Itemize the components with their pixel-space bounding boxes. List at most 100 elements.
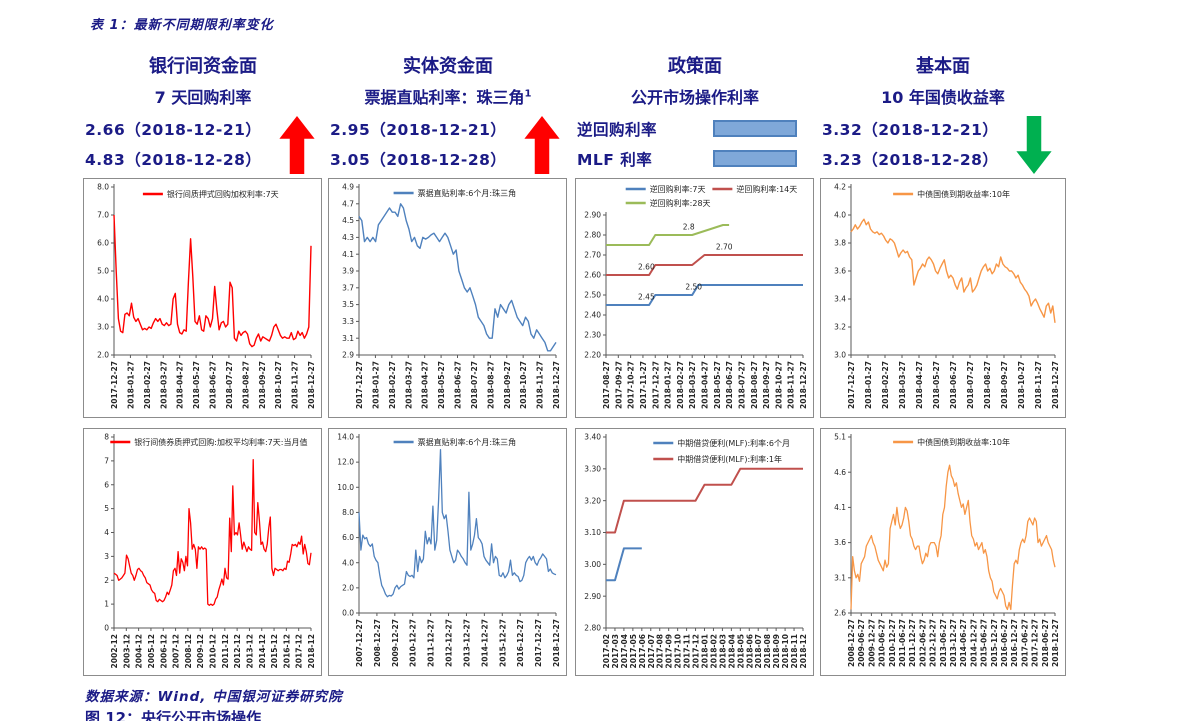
svg-text:2017-07: 2017-07 [647, 634, 656, 668]
svg-text:2017-11-27: 2017-11-27 [639, 361, 648, 409]
svg-text:12.0: 12.0 [337, 458, 354, 467]
svg-text:2005-12: 2005-12 [147, 634, 156, 668]
svg-text:5: 5 [104, 504, 109, 513]
svg-text:2018-04-27: 2018-04-27 [176, 361, 185, 409]
svg-text:4.5: 4.5 [342, 216, 354, 225]
svg-text:2018-09-27: 2018-09-27 [1000, 361, 1009, 409]
svg-text:2018-10-27: 2018-10-27 [774, 361, 783, 409]
svg-text:2.9: 2.9 [342, 351, 354, 360]
svg-text:4.7: 4.7 [342, 199, 354, 208]
category-label: 基本面 [916, 56, 970, 77]
svg-text:2009-12: 2009-12 [196, 634, 205, 668]
header-col-fundamentals: 基本面 10 年国债收益率 3.32（2018-12-21） 3.23（2018… [820, 52, 1066, 176]
svg-text:2018-03-27: 2018-03-27 [688, 361, 697, 409]
svg-text:2018-07-27: 2018-07-27 [225, 361, 234, 409]
svg-text:2013-12-27: 2013-12-27 [462, 619, 471, 667]
svg-text:3.6: 3.6 [834, 538, 846, 547]
svg-text:2.80: 2.80 [584, 624, 601, 633]
svg-text:1: 1 [104, 600, 109, 609]
svg-text:2018-11-27: 2018-11-27 [1034, 361, 1043, 409]
svg-text:2009-12-27: 2009-12-27 [391, 619, 400, 667]
svg-text:2018-01-27: 2018-01-27 [864, 361, 873, 409]
subtitle-label: 7 天回购利率 [154, 88, 252, 107]
svg-text:2.6: 2.6 [834, 609, 846, 618]
svg-text:3.4: 3.4 [834, 295, 846, 304]
svg-text:2018-03-27: 2018-03-27 [404, 361, 413, 409]
svg-text:2018-03-27: 2018-03-27 [898, 361, 907, 409]
svg-text:4.0: 4.0 [342, 558, 354, 567]
reverse-repo-rates-svg: 2.90 2.80 2.70 2.60 2.50 2.40 2.30 2.202017-08-… [584, 184, 808, 409]
svg-text:2006-12: 2006-12 [159, 634, 168, 668]
svg-text:7: 7 [104, 456, 109, 465]
svg-text:2018-11: 2018-11 [790, 634, 799, 668]
svg-text:8.0: 8.0 [97, 183, 109, 192]
svg-text:2008-12-27: 2008-12-27 [373, 619, 382, 667]
svg-text:2018-09-27: 2018-09-27 [258, 361, 267, 409]
svg-text:2.60: 2.60 [584, 271, 601, 280]
chart-cgb-10y-history: 5.1 4.6 4.1 3.6 3.1 2.6 2008-12-27 2009-06-27 20… [820, 428, 1066, 676]
svg-text:2017-12: 2017-12 [295, 634, 304, 668]
svg-text:2011-06-27: 2011-06-27 [898, 619, 907, 667]
svg-text:2016-12: 2016-12 [282, 634, 291, 668]
svg-text:2011-12-27: 2011-12-27 [427, 619, 436, 667]
svg-text:2013-06-27: 2013-06-27 [939, 619, 948, 667]
svg-text:2017-03: 2017-03 [611, 634, 620, 668]
svg-text:2018-02-27: 2018-02-27 [676, 361, 685, 409]
svg-text:2012-12: 2012-12 [233, 634, 242, 668]
svg-text:2016-06-27: 2016-06-27 [1000, 619, 1009, 667]
svg-text:4.0: 4.0 [97, 295, 109, 304]
up-arrow-icon [524, 116, 560, 176]
svg-text:2016-12-27: 2016-12-27 [1010, 619, 1019, 667]
svg-text:2.90: 2.90 [584, 211, 601, 220]
chart-mlf-rates: 3.40 3.30 3.20 3.10 3.00 2.90 2.80 2017-02 2017-… [575, 428, 814, 676]
svg-text:2014-12-27: 2014-12-27 [969, 619, 978, 667]
svg-text:2018-02-27: 2018-02-27 [143, 361, 152, 409]
svg-text:3.10: 3.10 [584, 528, 601, 537]
svg-text:3.0: 3.0 [834, 351, 846, 360]
svg-text:2010-12-27: 2010-12-27 [888, 619, 897, 667]
svg-text:2018-02-27: 2018-02-27 [388, 361, 397, 409]
svg-text:2018-08-27: 2018-08-27 [486, 361, 495, 409]
svg-text:2010-12: 2010-12 [209, 634, 218, 668]
value-row: 4.83（2018-12-28） [85, 151, 262, 169]
svg-text:2004-12: 2004-12 [135, 634, 144, 668]
svg-text:2.8: 2.8 [683, 222, 695, 231]
svg-text:3.1: 3.1 [834, 573, 846, 582]
svg-text:2011-12-27: 2011-12-27 [908, 619, 917, 667]
svg-text:2018-10-27: 2018-10-27 [519, 361, 528, 409]
data-source-note: 数据来源：Wind, 中国银河证券研究院 [85, 689, 343, 705]
svg-text:2018-08-27: 2018-08-27 [983, 361, 992, 409]
svg-text:2008-12: 2008-12 [184, 634, 193, 668]
svg-text:3.6: 3.6 [834, 267, 846, 276]
svg-text:2018-06-27: 2018-06-27 [725, 361, 734, 409]
category-label: 实体资金面 [403, 56, 493, 77]
svg-text:4.9: 4.9 [342, 183, 354, 192]
svg-text:2018-12-27: 2018-12-27 [552, 619, 561, 667]
svg-text:2.70: 2.70 [584, 251, 601, 260]
svg-text:2017-06: 2017-06 [638, 634, 647, 668]
svg-text:2018-08-27: 2018-08-27 [750, 361, 759, 409]
svg-text:5.0: 5.0 [97, 267, 109, 276]
chart-bill-discount-1y: 4.9 4.7 4.5 4.3 4.1 3.9 3.7 3.5 3.3 3.1 2.9 2017-12… [328, 178, 567, 418]
svg-text:3.20: 3.20 [584, 496, 601, 505]
value-row: 逆回购利率 [577, 121, 658, 139]
value-row: 2.66（2018-12-21） [85, 121, 262, 139]
svg-text:2018-01: 2018-01 [701, 634, 710, 668]
svg-text:2018-06-27: 2018-06-27 [209, 361, 218, 409]
svg-text:中债国债到期收益率:10年: 中债国债到期收益率:10年 [917, 437, 1010, 447]
svg-text:2.50: 2.50 [584, 291, 601, 300]
footnote-superscript: 1 [524, 88, 532, 100]
down-arrow-svg [1016, 116, 1052, 174]
svg-text:2018-12-27: 2018-12-27 [1051, 619, 1060, 667]
svg-text:4: 4 [104, 528, 109, 537]
svg-text:2018-08-27: 2018-08-27 [241, 361, 250, 409]
svg-text:2.90: 2.90 [584, 592, 601, 601]
svg-text:2018-12: 2018-12 [799, 634, 808, 668]
svg-text:票据直贴利率:6个月:珠三角: 票据直贴利率:6个月:珠三角 [418, 188, 516, 198]
svg-text:3: 3 [104, 552, 109, 561]
svg-text:2018-02-27: 2018-02-27 [881, 361, 890, 409]
svg-text:2018-01-27: 2018-01-27 [126, 361, 135, 409]
svg-text:2018-06-27: 2018-06-27 [949, 361, 958, 409]
flat-rate-bar [713, 120, 797, 137]
